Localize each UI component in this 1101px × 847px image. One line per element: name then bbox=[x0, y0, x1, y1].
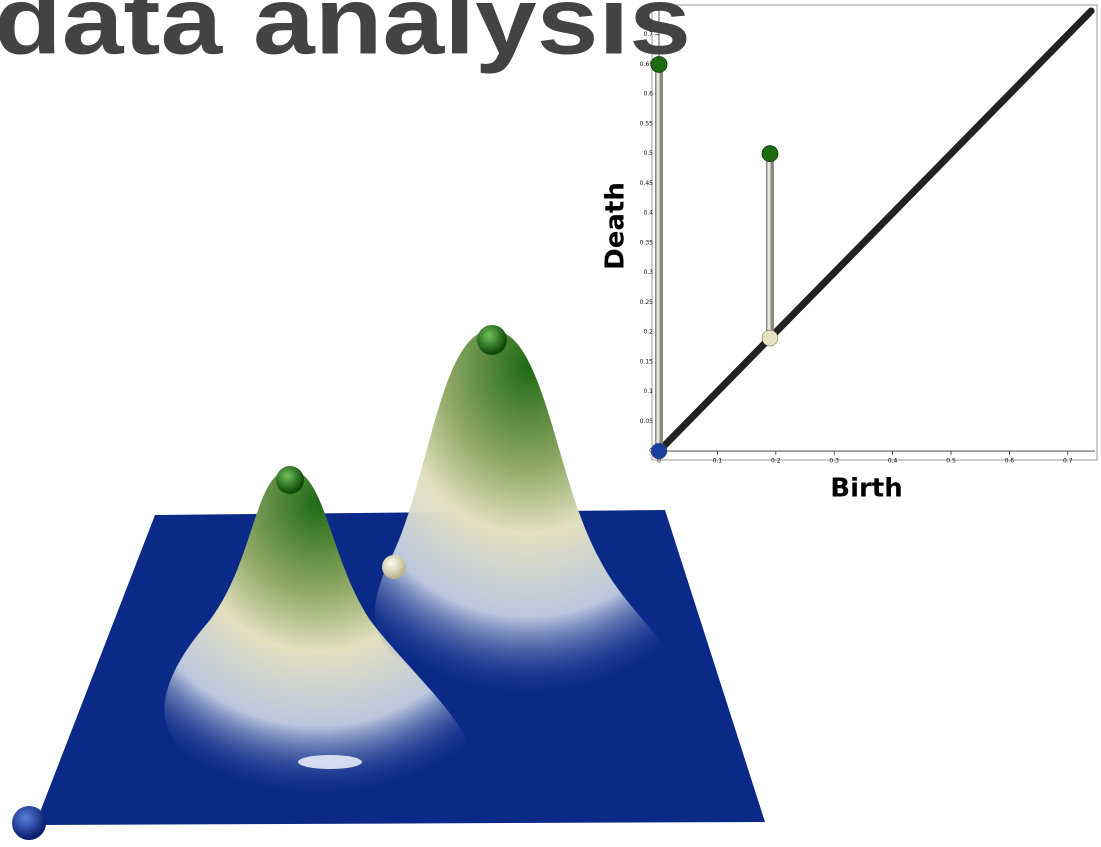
x-tick-label: 0.2 bbox=[771, 458, 781, 465]
x-tick-label: 0.1 bbox=[713, 458, 723, 465]
birth-point bbox=[762, 330, 778, 346]
x-tick-label: 0.5 bbox=[946, 458, 956, 465]
x-tick-label: 0.3 bbox=[829, 458, 839, 465]
y-axis-label: Death bbox=[601, 182, 631, 270]
x-axis-label: Birth bbox=[830, 474, 903, 504]
y-tick-label: 0.05 bbox=[640, 418, 654, 425]
y-tick-label: 0.15 bbox=[640, 358, 654, 365]
y-tick-label: 0.1 bbox=[643, 388, 653, 395]
x-tick-label: 0.4 bbox=[888, 458, 898, 465]
x-tick-label: 0.6 bbox=[1005, 458, 1015, 465]
y-tick-label: 0.6 bbox=[643, 91, 653, 98]
page: 00.050.10.150.20.250.30.350.40.450.50.55… bbox=[0, 0, 1101, 843]
birth-point bbox=[651, 443, 667, 459]
persistence-diagram: 00.050.10.150.20.250.30.350.40.450.50.55… bbox=[601, 5, 1098, 504]
y-tick-label: 0.3 bbox=[643, 269, 653, 276]
y-tick-label: 0.45 bbox=[640, 180, 654, 187]
y-tick-label: 0.35 bbox=[640, 239, 654, 246]
x-tick-label: 0.7 bbox=[1063, 458, 1073, 465]
y-tick-label: 0.4 bbox=[643, 210, 653, 217]
y-tick-label: 0.5 bbox=[643, 150, 653, 157]
y-tick-label: 0.2 bbox=[643, 329, 653, 336]
death-point bbox=[762, 146, 778, 162]
page-title: data analysis bbox=[0, 0, 691, 74]
y-tick-label: 0.25 bbox=[640, 299, 654, 306]
y-tick-label: 0.55 bbox=[640, 120, 654, 127]
